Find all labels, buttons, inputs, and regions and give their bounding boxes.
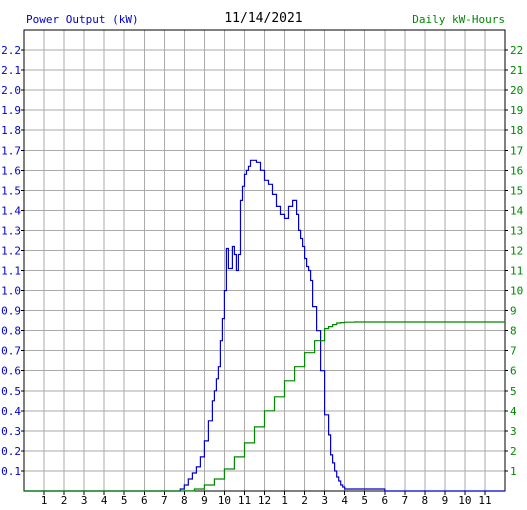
y-right-tick-label: 9 [510,305,517,318]
y-left-tick-label: 0.4 [1,405,21,418]
x-tick-label: 4 [101,494,108,507]
y-right-tick-label: 20 [510,84,523,97]
left-axis-title: Power Output (kW) [26,13,139,26]
y-right-tick-label: 6 [510,365,517,378]
x-tick-label: 4 [341,494,348,507]
x-tick-label: 10 [218,494,231,507]
y-right-tick-label: 10 [510,285,523,298]
y-left-tick-label: 2.0 [1,84,21,97]
right-axis-title: Daily kW-Hours [412,13,505,26]
y-left-tick-label: 1.5 [1,184,21,197]
y-left-tick-label: 2.1 [1,64,21,77]
y-left-tick-label: 1.9 [1,104,21,117]
y-left-tick-label: 1.0 [1,285,21,298]
x-tick-label: 3 [321,494,328,507]
x-tick-label: 9 [442,494,449,507]
y-right-tick-label: 3 [510,425,517,438]
x-tick-label: 9 [201,494,208,507]
y-left-tick-label: 0.1 [1,465,21,478]
y-right-tick-label: 11 [510,265,523,278]
y-right-tick-label: 16 [510,164,523,177]
y-right-tick-label: 4 [510,405,517,418]
y-right-tick-label: 21 [510,64,523,77]
y-right-tick-label: 1 [510,465,517,478]
x-tick-label: 11 [238,494,251,507]
y-left-tick-label: 0.3 [1,425,21,438]
chart-date-title: 11/14/2021 [224,11,303,26]
x-tick-label: 6 [141,494,148,507]
y-right-tick-label: 8 [510,325,517,338]
x-tick-label: 6 [381,494,388,507]
y-right-tick-label: 15 [510,184,523,197]
y-right-tick-label: 22 [510,44,523,57]
y-left-tick-label: 0.5 [1,385,21,398]
y-left-tick-label: 2.2 [1,44,21,57]
y-left-tick-label: 0.8 [1,325,21,338]
y-left-tick-label: 1.1 [1,265,21,278]
power-output-line [24,159,505,492]
x-tick-label: 7 [161,494,168,507]
x-tick-label: 11 [478,494,491,507]
x-tick-label: 5 [361,494,368,507]
y-left-tick-label: 1.6 [1,164,21,177]
x-tick-label: 3 [81,494,88,507]
x-tick-label: 5 [121,494,128,507]
y-left-tick-label: 1.8 [1,124,21,137]
y-right-tick-label: 7 [510,345,517,358]
y-right-tick-label: 18 [510,124,523,137]
y-left-tick-label: 0.6 [1,365,21,378]
y-right-tick-label: 12 [510,244,523,257]
x-tick-label: 1 [41,494,48,507]
y-left-tick-label: 0.2 [1,445,21,458]
y-left-tick-label: 1.2 [1,244,21,257]
x-tick-label: 12 [258,494,271,507]
y-right-tick-label: 5 [510,385,517,398]
x-tick-label: 1 [281,494,288,507]
y-right-tick-label: 13 [510,224,523,237]
y-right-tick-label: 14 [510,204,524,217]
x-tick-label: 2 [301,494,308,507]
y-right-tick-label: 2 [510,445,517,458]
x-tick-label: 8 [422,494,429,507]
y-left-tick-label: 0.7 [1,345,21,358]
y-left-tick-label: 1.4 [1,204,21,217]
y-left-tick-label: 1.7 [1,144,21,157]
y-left-tick-label: 1.3 [1,224,21,237]
x-tick-label: 7 [401,494,408,507]
y-left-tick-label: 0.9 [1,305,21,318]
y-right-tick-label: 17 [510,144,523,157]
x-tick-label: 8 [181,494,188,507]
daily-energy-line [24,321,505,492]
x-tick-label: 10 [458,494,471,507]
x-tick-label: 2 [61,494,68,507]
y-right-tick-label: 19 [510,104,523,117]
